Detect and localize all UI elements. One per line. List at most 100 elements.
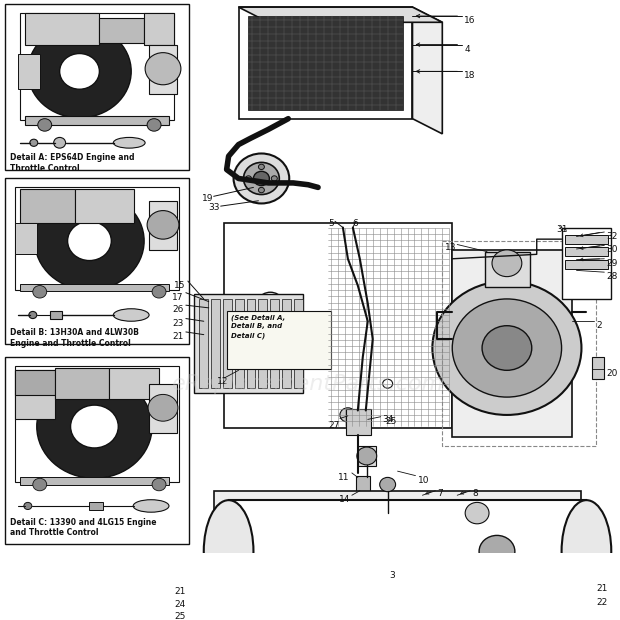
Circle shape	[259, 164, 264, 169]
Bar	[282, 299, 291, 388]
Text: 19: 19	[202, 193, 213, 203]
Bar	[223, 299, 232, 388]
Text: 22: 22	[596, 598, 608, 607]
Text: Detail C): Detail C)	[231, 332, 265, 339]
Bar	[149, 201, 177, 250]
Bar	[15, 370, 55, 419]
Bar	[5, 179, 189, 343]
Text: 7: 7	[437, 489, 443, 498]
Bar	[259, 299, 267, 388]
Text: Detail B: 13H30A and 4LW30B
Engine and Throttle Control: Detail B: 13H30A and 4LW30B Engine and T…	[10, 329, 139, 348]
Circle shape	[152, 478, 166, 491]
Bar	[15, 223, 37, 254]
Bar	[20, 477, 169, 485]
Ellipse shape	[252, 292, 290, 342]
Bar	[229, 500, 587, 602]
Circle shape	[357, 447, 377, 465]
Ellipse shape	[113, 138, 145, 148]
Circle shape	[145, 53, 181, 85]
Bar	[562, 228, 611, 299]
Bar	[25, 116, 169, 125]
Ellipse shape	[562, 500, 611, 603]
Text: 29: 29	[606, 259, 618, 268]
Polygon shape	[239, 7, 442, 22]
Text: 25: 25	[174, 612, 186, 620]
Circle shape	[479, 536, 515, 567]
Text: 10: 10	[417, 476, 429, 485]
Bar	[356, 476, 370, 494]
Bar	[565, 235, 608, 244]
Circle shape	[38, 118, 51, 131]
Bar	[214, 491, 582, 516]
Bar	[18, 53, 40, 89]
Bar	[227, 311, 331, 368]
Circle shape	[465, 502, 489, 524]
Bar	[15, 366, 179, 482]
Circle shape	[234, 154, 290, 203]
Text: 20: 20	[606, 368, 618, 378]
Text: eReplacementParts.com: eReplacementParts.com	[172, 374, 445, 394]
Circle shape	[152, 286, 166, 298]
Text: (See Detail A,: (See Detail A,	[231, 314, 285, 321]
Polygon shape	[412, 7, 442, 134]
Bar	[20, 284, 169, 291]
Text: 21: 21	[596, 585, 608, 593]
Text: 2: 2	[596, 321, 602, 330]
Text: 17: 17	[172, 293, 184, 302]
Bar	[234, 596, 323, 612]
Bar	[239, 7, 412, 118]
Text: Detail B, and: Detail B, and	[231, 323, 281, 329]
Text: Detail C: 13390 and 4LG15 Engine
and Throttle Control: Detail C: 13390 and 4LG15 Engine and Thr…	[10, 518, 156, 537]
Ellipse shape	[113, 309, 149, 321]
Circle shape	[259, 187, 264, 193]
Circle shape	[68, 221, 112, 260]
Bar	[149, 45, 177, 94]
Circle shape	[492, 250, 522, 277]
Bar	[485, 252, 529, 287]
Bar	[25, 14, 99, 45]
Circle shape	[54, 138, 66, 148]
Bar	[442, 241, 596, 446]
Circle shape	[148, 394, 178, 421]
Circle shape	[24, 502, 32, 510]
Bar	[346, 409, 371, 435]
Ellipse shape	[133, 500, 169, 512]
Text: 30: 30	[606, 246, 618, 254]
Bar	[565, 260, 608, 268]
Circle shape	[35, 192, 144, 290]
Circle shape	[37, 374, 152, 478]
Circle shape	[273, 379, 283, 388]
Bar	[194, 294, 303, 392]
Ellipse shape	[204, 500, 254, 603]
Bar	[15, 187, 179, 290]
Circle shape	[147, 211, 179, 239]
Text: 32: 32	[606, 232, 618, 241]
Circle shape	[244, 162, 279, 195]
Circle shape	[71, 405, 118, 448]
Text: 27: 27	[328, 421, 339, 430]
Text: 15: 15	[174, 281, 186, 290]
Bar	[234, 299, 244, 388]
Text: 23: 23	[172, 319, 184, 327]
Bar	[211, 299, 219, 388]
Bar	[149, 384, 177, 433]
Text: 14: 14	[339, 495, 350, 504]
Text: 24: 24	[175, 600, 186, 609]
Bar	[199, 299, 208, 388]
Text: 8: 8	[472, 489, 478, 498]
Text: 12: 12	[216, 376, 228, 386]
Circle shape	[432, 281, 582, 415]
Bar	[20, 189, 74, 223]
Text: 34: 34	[383, 415, 394, 424]
Bar	[74, 189, 134, 223]
Circle shape	[246, 176, 252, 181]
Bar	[144, 14, 174, 45]
Text: 18: 18	[464, 71, 476, 81]
Bar	[358, 446, 376, 466]
Text: 4: 4	[464, 45, 470, 53]
Bar	[99, 18, 144, 43]
Text: 16: 16	[464, 16, 476, 25]
Circle shape	[33, 286, 46, 298]
Text: 21: 21	[172, 332, 184, 341]
Text: 33: 33	[209, 203, 220, 213]
